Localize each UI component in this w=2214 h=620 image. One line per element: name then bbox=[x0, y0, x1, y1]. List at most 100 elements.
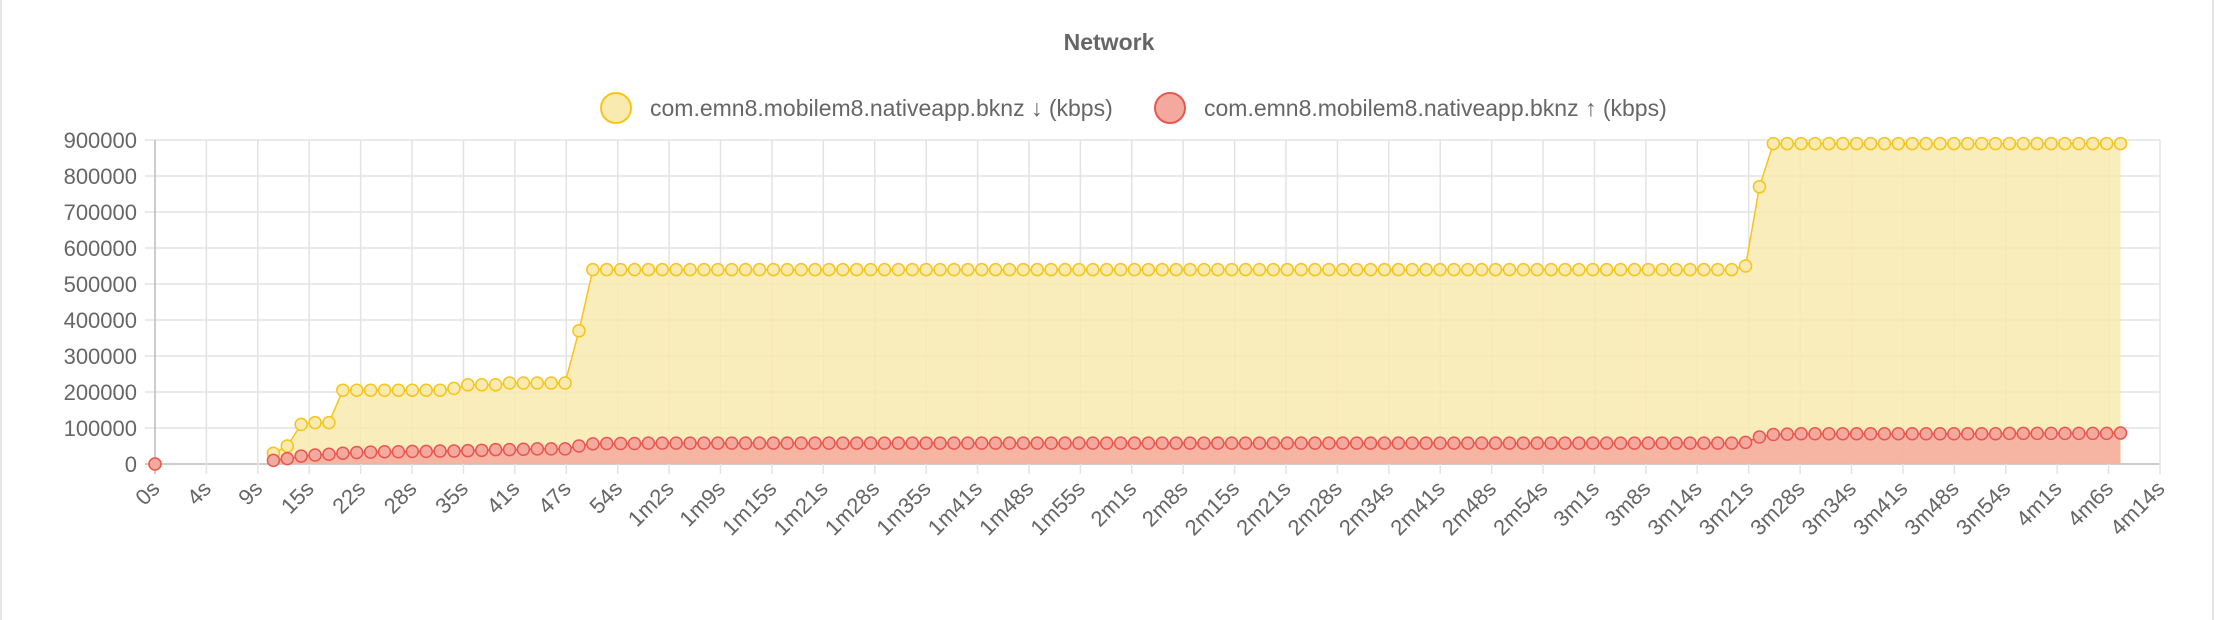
data-point bbox=[1086, 262, 1100, 277]
y-tick-label: 600000 bbox=[64, 236, 137, 261]
data-point bbox=[822, 436, 836, 450]
data-point bbox=[988, 436, 1003, 450]
data-point bbox=[558, 442, 572, 456]
data-point bbox=[1169, 436, 1183, 450]
data-point bbox=[294, 417, 308, 432]
data-point bbox=[794, 262, 808, 277]
data-point bbox=[2030, 136, 2044, 151]
data-point bbox=[1586, 436, 1600, 450]
data-point bbox=[1197, 262, 1211, 277]
data-point bbox=[1530, 262, 1544, 277]
data-point bbox=[877, 262, 892, 277]
data-point bbox=[1849, 136, 1864, 151]
data-point bbox=[1044, 436, 1058, 450]
data-point bbox=[391, 445, 406, 459]
data-point bbox=[961, 436, 975, 450]
legend-swatch-upload[interactable] bbox=[1154, 92, 1186, 124]
data-point bbox=[1016, 436, 1031, 450]
data-point bbox=[1211, 436, 1225, 450]
data-point bbox=[1252, 436, 1267, 450]
data-point bbox=[933, 262, 947, 277]
x-axis: 0s 4s 9s 15s 22s 28s 35s 41s 47s 54s1m2s1m9s1m15s… bbox=[130, 476, 2169, 540]
x-tick-label: 2m28s bbox=[1283, 476, 1347, 540]
x-tick-label: 2m48s bbox=[1437, 476, 1501, 540]
data-point bbox=[1308, 262, 1322, 277]
x-tick-label: 3m54s bbox=[1951, 476, 2015, 540]
data-point bbox=[1974, 136, 1989, 151]
x-tick-label: 2m41s bbox=[1385, 476, 1449, 540]
data-point bbox=[474, 378, 489, 392]
y-tick-label: 700000 bbox=[64, 200, 137, 225]
x-tick-label: 3m28s bbox=[1745, 476, 1809, 540]
data-point bbox=[947, 262, 961, 277]
data-point bbox=[1530, 436, 1544, 450]
data-point bbox=[1211, 262, 1225, 277]
data-point bbox=[1349, 262, 1364, 277]
data-point bbox=[1252, 262, 1267, 277]
data-point bbox=[697, 436, 711, 450]
x-tick-label: 35s bbox=[430, 476, 473, 519]
data-point bbox=[544, 442, 558, 456]
x-tick-label: 3m14s bbox=[1642, 476, 1706, 540]
data-point bbox=[294, 449, 308, 463]
data-point bbox=[2099, 136, 2114, 151]
data-point bbox=[1711, 436, 1725, 450]
data-point bbox=[1891, 427, 1906, 441]
data-point bbox=[2058, 136, 2072, 151]
data-point bbox=[363, 445, 378, 459]
data-point bbox=[2072, 426, 2086, 441]
data-point bbox=[1322, 262, 1336, 277]
data-point bbox=[1294, 262, 1308, 277]
x-tick-label: 3m21s bbox=[1694, 476, 1758, 540]
data-point bbox=[1558, 436, 1572, 450]
y-tick-label: 200000 bbox=[64, 380, 137, 405]
legend-swatch-download[interactable] bbox=[600, 92, 632, 124]
data-point bbox=[808, 262, 822, 277]
data-point bbox=[655, 436, 670, 450]
data-point bbox=[1752, 180, 1767, 194]
data-point bbox=[1502, 262, 1517, 277]
data-point bbox=[1836, 427, 1850, 441]
data-point bbox=[2016, 136, 2031, 151]
data-point bbox=[808, 436, 822, 450]
data-point bbox=[1266, 436, 1281, 450]
data-point bbox=[1738, 435, 1753, 450]
data-point bbox=[724, 262, 739, 277]
data-point bbox=[1141, 436, 1156, 450]
data-point bbox=[322, 415, 336, 430]
data-point bbox=[863, 436, 878, 450]
x-tick-label: 0s bbox=[130, 476, 164, 510]
data-point bbox=[280, 439, 295, 453]
data-point bbox=[1155, 436, 1169, 450]
data-point bbox=[891, 262, 906, 277]
data-point bbox=[2002, 426, 2017, 441]
data-point bbox=[558, 376, 572, 390]
data-point bbox=[1113, 262, 1128, 277]
data-point bbox=[516, 442, 531, 456]
data-point bbox=[1405, 262, 1419, 277]
x-tick-label: 3m1s bbox=[1548, 476, 1604, 532]
data-point bbox=[1030, 436, 1045, 450]
data-point bbox=[1058, 436, 1072, 450]
data-point bbox=[1683, 262, 1697, 277]
data-point bbox=[1752, 430, 1767, 444]
data-point bbox=[933, 436, 947, 450]
data-point bbox=[266, 453, 281, 468]
data-point bbox=[377, 383, 392, 397]
data-point bbox=[683, 436, 697, 450]
data-point bbox=[2099, 426, 2114, 441]
legend-label-upload[interactable]: com.emn8.mobilem8.nativeapp.bknz ↑ (kbps… bbox=[1204, 95, 1667, 121]
x-tick-label: 3m34s bbox=[1797, 476, 1861, 540]
data-point bbox=[627, 262, 642, 277]
data-point bbox=[1558, 262, 1572, 277]
data-point bbox=[461, 378, 475, 392]
data-point bbox=[2044, 136, 2058, 151]
legend-label-download[interactable]: com.emn8.mobilem8.nativeapp.bknz ↓ (kbps… bbox=[650, 95, 1113, 121]
x-tick-label: 41s bbox=[482, 476, 525, 519]
data-point bbox=[544, 376, 558, 390]
x-tick-label: 1m28s bbox=[820, 476, 884, 540]
data-point bbox=[1711, 262, 1725, 277]
data-point bbox=[836, 436, 850, 450]
data-point bbox=[308, 448, 322, 462]
